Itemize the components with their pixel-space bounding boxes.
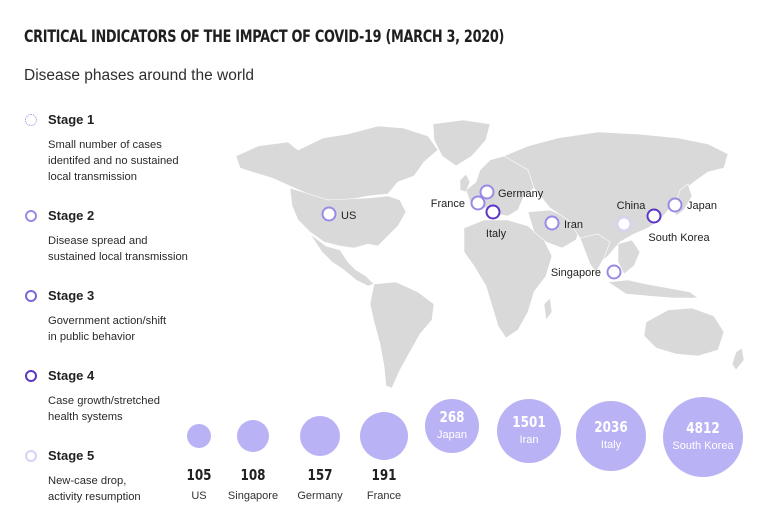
africa-landmass [463,219,553,339]
bubble-value-italy: 2036 [594,418,628,436]
bubble-japan [425,399,479,453]
bubble-south-korea [663,397,743,477]
germany-label: Germany [498,188,544,200]
bubble-value-france: 191 [371,466,397,484]
singapore-label: Singapore [551,267,601,279]
japan-label: Japan [687,200,717,212]
us-marker [321,206,337,222]
madagascar-landmass [543,297,553,321]
stage-5-marker [25,450,37,462]
us-label: US [341,210,356,222]
france-label: France [431,198,465,210]
stage-5-description: New-case drop, activity resumption [48,475,141,503]
stage-2-marker [25,210,37,222]
stage-1-description: Small number of cases identifed and no su… [48,139,179,183]
uk-landmass [459,173,471,193]
bubble-iran [497,399,561,463]
germany-marker [479,184,495,200]
bubble-italy [576,401,646,471]
south-korea-label: South Korea [648,232,710,244]
china-marker [616,216,632,232]
stage-3-marker [25,290,37,302]
stage-2-label: Stage 2 [48,208,95,223]
south-america-landmass [369,281,435,389]
china-label: China [617,200,647,212]
stage-5-label: Stage 5 [48,448,95,463]
france-marker [470,195,486,211]
page-subtitle: Disease phases around the world [24,67,255,84]
bubble-germany [300,416,340,456]
stage-4-marker [25,370,37,382]
bubble-country-japan: Japan [437,429,467,441]
stage-3-description: Government action/shift in public behavio… [48,315,167,343]
bubble-value-japan: 268 [439,408,465,426]
page-title: Critical indicators of the impact of COV… [24,27,505,46]
stage-1-marker [25,114,37,126]
stage-4-label: Stage 4 [48,368,95,383]
bubble-country-iran: Iran [519,434,539,446]
australia-landmass [643,307,725,357]
singapore-marker [606,264,622,280]
bubble-country-france: France [366,490,402,502]
bubble-us [187,424,211,448]
india-landmass [579,233,611,273]
bubble-value-south-korea: 4812 [686,419,720,437]
bubble-value-germany: 157 [307,466,333,484]
stage-4-description: Case growth/stretched health systems [48,395,160,423]
bubble-singapore [237,420,269,452]
asia-landmass [503,131,729,267]
bubble-country-germany: Germany [297,490,343,502]
new-zealand-landmass [731,347,745,371]
south-korea-marker [646,208,662,224]
bubble-value-iran: 1501 [512,413,546,431]
usa-landmass [289,187,407,249]
stage-1-label: Stage 1 [48,112,95,127]
bubble-france [360,412,408,460]
greenland-landmass [432,119,491,167]
japan-marker [667,197,683,213]
bubble-value-us: 105 [186,466,212,484]
italy-label: Italy [486,228,507,240]
bubble-value-singapore: 108 [240,466,266,484]
iran-label: Iran [564,219,583,231]
bubble-country-us: US [191,490,207,502]
stage-3-label: Stage 3 [48,288,95,303]
italy-marker [485,204,501,220]
stage-2-description: Disease spread and sustained local transm… [48,235,188,263]
southeast-asia-landmass [617,239,641,275]
iran-marker [544,215,560,231]
bubble-country-italy: Italy [600,439,622,451]
bubble-country-south-korea: South Korea [672,440,734,452]
world-map: US France Germany Italy Iran China South… [235,119,745,389]
north-america-landmass [235,125,439,201]
bubble-country-singapore: Singapore [227,490,279,502]
indonesia-landmass [607,279,699,299]
